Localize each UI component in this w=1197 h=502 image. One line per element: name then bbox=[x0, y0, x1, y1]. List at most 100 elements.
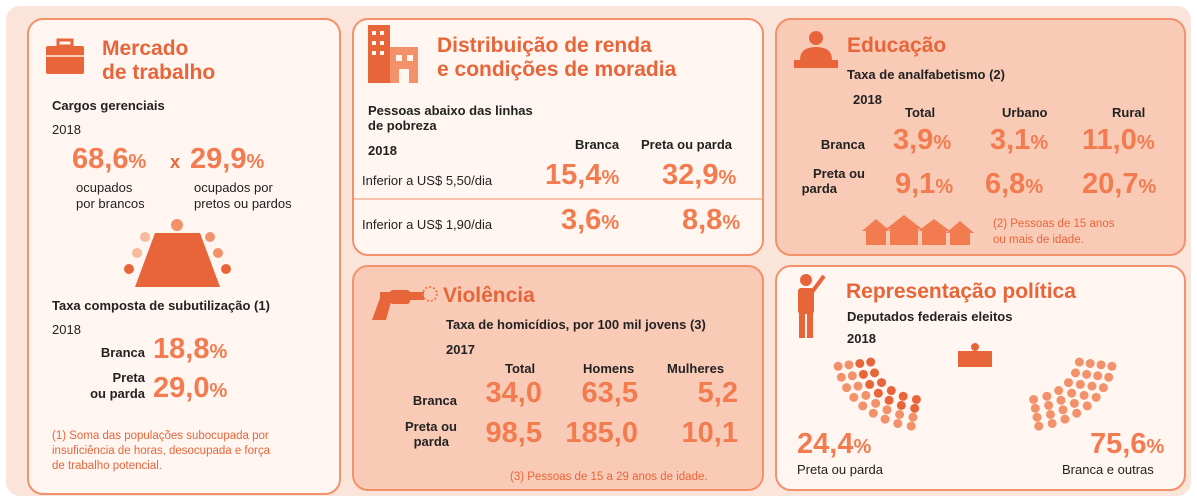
seat bbox=[884, 395, 894, 405]
seat bbox=[1072, 408, 1082, 418]
number: 75,6 bbox=[1090, 428, 1147, 460]
row-label: Inferior a US$ 1,90/dia bbox=[362, 217, 493, 232]
seat bbox=[1075, 379, 1085, 389]
value: 29,9% bbox=[190, 143, 264, 176]
seat bbox=[853, 381, 863, 391]
seat bbox=[1091, 392, 1101, 402]
number: 68,6 bbox=[72, 143, 129, 175]
number: 20,7 bbox=[1082, 168, 1139, 200]
value: 11,0% bbox=[1082, 124, 1155, 157]
subtitle: Taxa de homicídios, por 100 mil jovens (… bbox=[446, 317, 706, 332]
buildings-icon bbox=[368, 25, 418, 83]
seat bbox=[1060, 414, 1070, 424]
seat bbox=[1087, 381, 1097, 391]
seat bbox=[906, 421, 916, 431]
value: 18,8% bbox=[153, 333, 227, 366]
seat bbox=[844, 360, 854, 370]
seat bbox=[833, 361, 843, 371]
seat bbox=[911, 394, 921, 404]
row-label: Preta ou bbox=[404, 419, 457, 434]
seat bbox=[1029, 394, 1039, 404]
value: 185,0 bbox=[565, 417, 638, 449]
seat bbox=[898, 391, 908, 401]
panel-renda bbox=[352, 18, 764, 256]
row-label: ou parda bbox=[90, 386, 145, 401]
note: (1) Soma das populações subocupada por bbox=[52, 430, 269, 442]
label: por brancos bbox=[76, 196, 145, 211]
title: e condições de moradia bbox=[437, 58, 677, 81]
seat bbox=[1032, 412, 1042, 422]
seat bbox=[886, 386, 896, 396]
seat bbox=[877, 378, 887, 388]
number: 3,6 bbox=[561, 204, 602, 236]
number: 11,0 bbox=[1082, 124, 1137, 156]
seat bbox=[1079, 390, 1089, 400]
number: 32,9 bbox=[662, 159, 719, 191]
number: 24,4 bbox=[797, 428, 854, 460]
subtitle: Taxa composta de subutilização (1) bbox=[52, 298, 270, 313]
seat bbox=[847, 371, 857, 381]
seat bbox=[908, 412, 918, 422]
seat bbox=[858, 369, 868, 379]
subtitle: Taxa de analfabetismo (2) bbox=[847, 67, 1005, 82]
seat bbox=[1085, 358, 1095, 368]
label: pretos ou pardos bbox=[194, 196, 292, 211]
speaker-icon bbox=[798, 274, 826, 338]
seat bbox=[882, 405, 892, 415]
column-header: Branca bbox=[575, 137, 620, 152]
unit: % bbox=[1146, 436, 1165, 458]
briefcase-icon bbox=[46, 38, 84, 74]
year: 2018 bbox=[52, 322, 81, 337]
unit: % bbox=[128, 151, 147, 173]
unit: % bbox=[933, 132, 952, 154]
seat bbox=[849, 392, 859, 402]
seat bbox=[861, 390, 871, 400]
row-label: Branca bbox=[100, 345, 145, 360]
seat bbox=[1042, 391, 1052, 401]
title: Mercado bbox=[102, 37, 189, 60]
value: 9,1% bbox=[895, 168, 953, 201]
subtitle: Deputados federais eleitos bbox=[847, 309, 1013, 324]
note: insuficiência de horas, desocupada e for… bbox=[52, 445, 271, 457]
value: 63,5 bbox=[581, 377, 638, 409]
seat bbox=[870, 368, 880, 378]
unit: % bbox=[718, 167, 737, 189]
column-header: Homens bbox=[583, 361, 635, 376]
seat bbox=[1044, 400, 1054, 410]
unit: % bbox=[935, 176, 954, 198]
seat bbox=[1047, 418, 1057, 428]
column-header: Urbano bbox=[1002, 105, 1048, 120]
label: ocupados bbox=[76, 180, 133, 195]
seat bbox=[868, 408, 878, 418]
subtitle: Cargos gerenciais bbox=[52, 98, 165, 113]
row-label: Branca bbox=[820, 137, 865, 152]
value: 3,6% bbox=[561, 204, 619, 237]
year: 2017 bbox=[446, 342, 475, 357]
value: 98,5 bbox=[485, 417, 542, 449]
seat bbox=[1096, 360, 1106, 370]
seat bbox=[1063, 378, 1073, 388]
unit: % bbox=[601, 212, 620, 234]
seat bbox=[1030, 403, 1040, 413]
year: 2018 bbox=[368, 143, 397, 158]
subtitle: Pessoas abaixo das linhas bbox=[368, 103, 533, 118]
separator: x bbox=[170, 152, 181, 172]
seat bbox=[855, 358, 865, 368]
seat bbox=[895, 409, 905, 419]
seat bbox=[1069, 398, 1079, 408]
value: 3,9% bbox=[893, 124, 951, 157]
column-header: Rural bbox=[1112, 105, 1146, 120]
unit: % bbox=[1138, 176, 1157, 198]
value: 24,4% bbox=[797, 428, 871, 461]
title: de trabalho bbox=[102, 61, 216, 84]
seat bbox=[1082, 401, 1092, 411]
seat bbox=[1074, 357, 1084, 367]
panel-educacao bbox=[775, 18, 1186, 256]
value: 29,0% bbox=[153, 372, 227, 405]
seat bbox=[1082, 369, 1092, 379]
subtitle: de pobreza bbox=[368, 118, 437, 133]
seat bbox=[880, 414, 890, 424]
value: 10,1 bbox=[681, 417, 738, 449]
seat bbox=[836, 372, 846, 382]
